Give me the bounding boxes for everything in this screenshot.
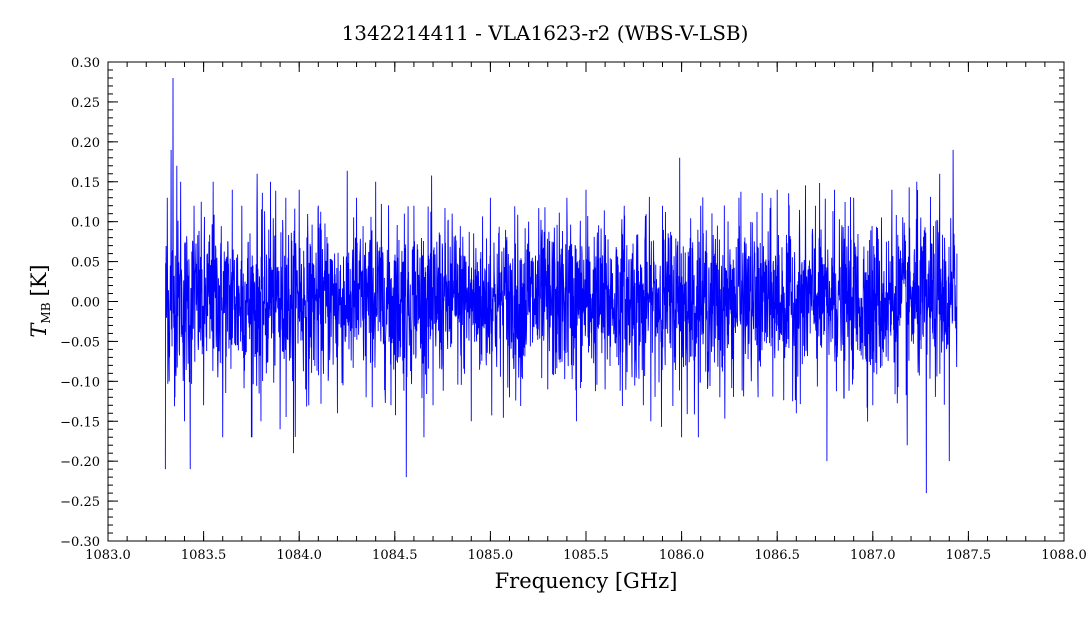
y-tick-label: 0.25 <box>71 96 100 111</box>
y-tick-label: −0.20 <box>60 455 100 470</box>
plot-area <box>164 77 958 494</box>
x-tick-label: 1085.5 <box>563 548 609 563</box>
y-tick-label: 0.05 <box>71 256 100 271</box>
y-tick-label: −0.15 <box>60 415 100 430</box>
x-tick-label: 1087.0 <box>850 548 896 563</box>
svg-text:TMB[K]: TMB [K] <box>27 264 53 337</box>
y-tick-label: −0.10 <box>60 375 100 390</box>
y-axis: −0.30 −0.25 −0.20 −0.15 −0.10 −0.05 0.00 0.05 0.… <box>60 56 1064 550</box>
y-tick-label: −0.25 <box>60 495 100 510</box>
x-tick-label: 1085.0 <box>468 548 514 563</box>
x-tick-label: 1086.5 <box>754 548 800 563</box>
x-axis: 1083.0 1083.5 1084.0 1084.5 1085.0 1085.5 1086… <box>85 62 1087 563</box>
y-axis-label-unit: [K] <box>27 264 51 296</box>
y-tick-label: 0.20 <box>71 136 100 151</box>
y-axis-label-main: T <box>27 322 51 338</box>
x-tick-label: 1087.5 <box>946 548 992 563</box>
series-layer <box>164 77 958 494</box>
y-tick-label: 0.10 <box>71 216 100 231</box>
y-tick-label: −0.05 <box>60 335 100 350</box>
spectrum-series-line <box>164 77 958 494</box>
y-axis-label: TMB [K] <box>27 264 53 337</box>
x-tick-label: 1083.5 <box>181 548 227 563</box>
y-tick-label: −0.30 <box>60 535 100 550</box>
chart-title: 1342214411 - VLA1623-r2 (WBS-V-LSB) <box>342 21 749 45</box>
x-tick-label: 1084.5 <box>372 548 418 563</box>
y-axis-label-sub: MB <box>39 302 53 323</box>
x-tick-label: 1083.0 <box>85 548 131 563</box>
x-axis-label: Frequency [GHz] <box>495 569 678 593</box>
y-tick-label: 0.00 <box>71 296 100 311</box>
y-tick-label: 0.15 <box>71 176 100 191</box>
x-tick-label: 1084.0 <box>276 548 322 563</box>
y-tick-label: 0.30 <box>71 56 100 71</box>
x-tick-label: 1086.0 <box>659 548 705 563</box>
x-tick-label: 1088.0 <box>1041 548 1087 563</box>
